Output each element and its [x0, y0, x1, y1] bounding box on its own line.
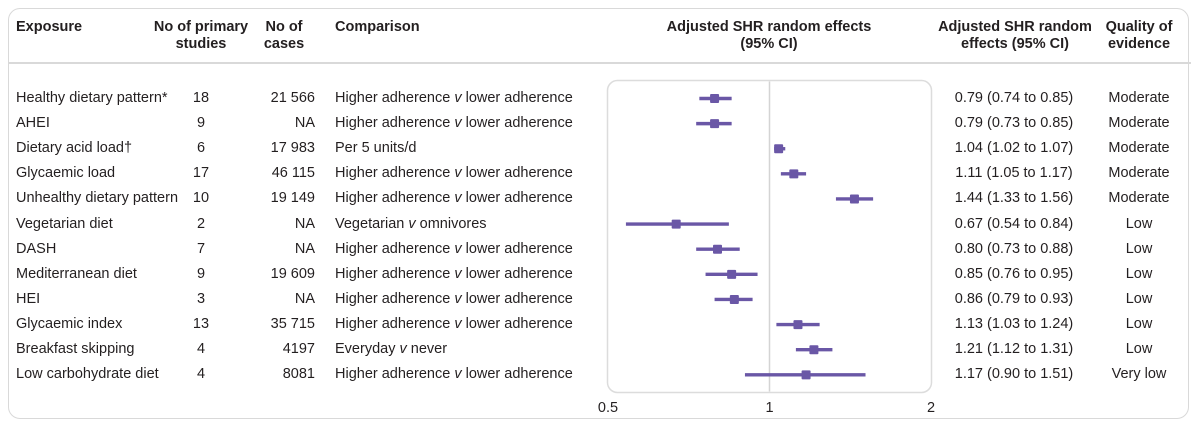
cases-cell: 21 566	[270, 90, 315, 106]
studies-cell: 9	[196, 265, 206, 282]
versus-label: v	[399, 341, 407, 358]
comparison-cell: Higher adherence v lower adherence	[335, 265, 573, 282]
studies-cell: 4	[196, 366, 206, 383]
quality-cell: Low	[1125, 316, 1153, 333]
x-tick-label: 2	[926, 400, 936, 416]
column-header-exposure: Exposure	[16, 19, 83, 35]
exposure-cell: Dietary acid load†	[16, 140, 133, 157]
cases-cell: 46 115	[271, 165, 315, 182]
shr-value-cell: 0.80 (0.73 to 0.88)	[954, 240, 1074, 257]
comparison-cell: Higher adherence v lower adherence	[335, 190, 573, 207]
comparison-cell: Higher adherence v lower adherence	[335, 316, 573, 333]
exposure-cell: HEI	[16, 290, 41, 307]
studies-cell: 4	[196, 341, 206, 358]
quality-cell: Low	[1125, 240, 1153, 257]
quality-cell: Low	[1125, 290, 1153, 307]
shr-value-cell: 1.04 (1.02 to 1.07)	[954, 140, 1074, 157]
versus-label: v	[408, 215, 416, 232]
exposure-cell: Unhealthy dietary pattern	[16, 190, 179, 207]
header-divider	[8, 62, 1191, 64]
exposure-cell: AHEI	[16, 115, 50, 132]
shr-value-cell: 0.79 (0.73 to 0.85)	[954, 115, 1074, 132]
cases-cell: NA	[294, 240, 315, 257]
shr-value-cell: 0.67 (0.54 to 0.84)	[954, 215, 1074, 232]
cases-cell: 8081	[282, 366, 315, 383]
comparison-cell: Vegetarian v omnivores	[335, 215, 487, 232]
quality-cell: Low	[1125, 215, 1153, 232]
comparison-cell: Higher adherence v lower adherence	[335, 165, 573, 182]
shr-value-cell: 1.17 (0.90 to 1.51)	[954, 366, 1074, 383]
shr-value-cell: 0.86 (0.79 to 0.93)	[954, 290, 1074, 307]
versus-label: v	[454, 190, 462, 207]
exposure-cell: DASH	[16, 240, 57, 257]
quality-cell: Very low	[1111, 366, 1167, 383]
cases-cell: 19 609	[270, 265, 315, 282]
comparison-cell: Everyday v never	[335, 341, 448, 358]
quality-cell: Low	[1125, 341, 1153, 358]
cases-cell: NA	[294, 290, 315, 307]
cases-cell: 17 983	[270, 140, 315, 157]
comparison-cell: Higher adherence v lower adherence	[335, 290, 573, 307]
figure-border	[8, 8, 1189, 419]
cases-cell: NA	[294, 215, 315, 232]
shr-value-cell: 1.11 (1.05 to 1.17)	[955, 165, 1073, 182]
versus-label: v	[454, 115, 462, 132]
quality-cell: Moderate	[1108, 115, 1170, 132]
exposure-cell: Glycaemic index	[16, 316, 123, 333]
shr-value-cell: 1.21 (1.12 to 1.31)	[954, 341, 1074, 358]
versus-label: v	[454, 90, 462, 106]
exposure-cell: Mediterranean diet	[16, 265, 137, 282]
cases-cell: NA	[294, 115, 315, 132]
studies-cell: 17	[192, 165, 210, 182]
cases-cell: 4197	[282, 341, 315, 358]
exposure-cell: Healthy dietary pattern*	[16, 90, 168, 106]
comparison-cell: Higher adherence v lower adherence	[335, 240, 573, 257]
exposure-cell: Vegetarian diet	[16, 215, 113, 232]
column-header-quality: Quality of evidence	[1105, 19, 1173, 52]
versus-label: v	[454, 316, 462, 333]
cases-cell: 19 149	[270, 190, 315, 207]
comparison-cell: Higher adherence v lower adherence	[335, 90, 573, 106]
exposure-cell: Breakfast skipping	[16, 341, 135, 358]
column-header-shr: Adjusted SHR random effects (95% CI)	[938, 19, 1092, 52]
exposure-cell: Low carbohydrate diet	[16, 366, 159, 383]
exposure-cell: Glycaemic load	[16, 165, 116, 182]
column-header-studies: No of primary studies	[153, 19, 249, 52]
versus-label: v	[454, 265, 462, 282]
studies-cell: 18	[192, 90, 210, 106]
quality-cell: Moderate	[1108, 140, 1170, 157]
comparison-cell: Higher adherence v lower adherence	[335, 366, 573, 383]
shr-value-cell: 1.13 (1.03 to 1.24)	[954, 316, 1074, 333]
x-tick-label: 1	[765, 400, 774, 416]
studies-cell: 3	[196, 290, 206, 307]
quality-cell: Moderate	[1108, 90, 1170, 106]
studies-cell: 6	[196, 140, 206, 157]
comparison-cell: Higher adherence v lower adherence	[335, 115, 573, 132]
quality-cell: Low	[1125, 265, 1153, 282]
quality-cell: Moderate	[1108, 190, 1170, 207]
column-header-cases: No of cases	[263, 19, 305, 52]
versus-label: v	[454, 165, 462, 182]
shr-value-cell: 1.44 (1.33 to 1.56)	[954, 190, 1074, 207]
quality-cell: Moderate	[1108, 165, 1170, 182]
studies-cell: 13	[192, 316, 210, 333]
versus-label: v	[454, 240, 462, 257]
column-header-plot: Adjusted SHR random effects (95% CI)	[666, 19, 872, 52]
versus-label: v	[454, 366, 462, 383]
column-header-comparison: Comparison	[335, 19, 420, 35]
versus-label: v	[454, 290, 462, 307]
studies-cell: 10	[192, 190, 210, 207]
shr-value-cell: 0.85 (0.76 to 0.95)	[954, 265, 1074, 282]
studies-cell: 9	[196, 115, 206, 132]
x-tick-label: 0.5	[597, 400, 619, 416]
studies-cell: 7	[196, 240, 206, 257]
studies-cell: 2	[196, 215, 206, 232]
comparison-cell: Per 5 units/d	[335, 140, 417, 157]
cases-cell: 35 715	[270, 316, 315, 333]
shr-value-cell: 0.79 (0.74 to 0.85)	[954, 90, 1074, 106]
